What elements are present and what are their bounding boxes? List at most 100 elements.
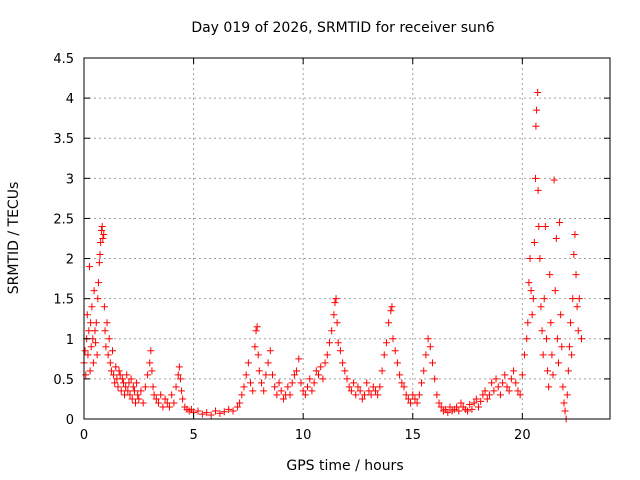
data-point [134, 391, 142, 399]
data-point [179, 395, 187, 403]
data-point [546, 271, 554, 279]
data-point [516, 391, 524, 399]
data-point [152, 395, 160, 403]
data-point [559, 383, 567, 391]
data-point [526, 255, 534, 263]
data-point [128, 395, 136, 403]
data-point [426, 343, 434, 351]
axis-ticks [83, 57, 610, 420]
data-point [249, 387, 257, 395]
data-point [523, 335, 531, 343]
data-point [106, 359, 114, 367]
data-point [107, 367, 115, 375]
data-point [310, 379, 318, 387]
data-point [536, 255, 544, 263]
data-point [89, 359, 97, 367]
data-point [315, 371, 323, 379]
data-point [110, 371, 118, 379]
data-point [97, 239, 105, 247]
data-point [297, 379, 305, 387]
data-point [264, 359, 272, 367]
data-point [94, 295, 102, 303]
data-point [363, 379, 371, 387]
data-point [122, 383, 130, 391]
data-point [89, 335, 97, 343]
data-point [494, 383, 502, 391]
data-point [144, 371, 152, 379]
data-point [524, 319, 532, 327]
y-tick-labels: 0 0.5 1 1.5 2 2.5 3 3.5 4 4.5 [53, 52, 74, 428]
data-point [518, 371, 526, 379]
data-point [290, 371, 298, 379]
data-point [490, 387, 498, 395]
data-point [531, 174, 539, 182]
data-point [112, 363, 120, 371]
data-point [295, 355, 303, 363]
data-point [571, 230, 579, 238]
data-point [203, 409, 211, 417]
data-point [499, 379, 507, 387]
data-point [552, 235, 560, 242]
data-point [503, 383, 511, 391]
data-point [178, 387, 186, 395]
plot-frame [83, 57, 611, 420]
data-point [155, 399, 163, 407]
data-point [286, 391, 294, 399]
data-point [570, 251, 578, 259]
data-point [304, 383, 312, 391]
data-point [92, 339, 100, 347]
data-point [146, 359, 154, 367]
data-point [557, 311, 565, 319]
data-point [564, 367, 572, 375]
data-point [147, 347, 155, 355]
data-point [393, 359, 401, 367]
data-point [470, 399, 478, 407]
data-point [100, 230, 108, 238]
data-point [488, 379, 496, 387]
data-point [575, 295, 583, 303]
data-point [538, 327, 546, 335]
data-point [266, 347, 274, 355]
data-point [251, 343, 259, 351]
data-point [479, 391, 487, 399]
data-point [437, 403, 445, 411]
data-point [350, 379, 358, 387]
data-point [404, 395, 412, 403]
data-point [534, 186, 542, 194]
data-point [238, 391, 246, 399]
data-point [85, 327, 93, 335]
data-point [170, 399, 178, 407]
data-point [512, 379, 520, 387]
data-point [116, 371, 124, 379]
data-point [306, 375, 314, 383]
data-point [382, 339, 390, 347]
data-point [354, 383, 362, 391]
data-point [446, 403, 454, 411]
data-point [111, 379, 119, 387]
data-point [130, 387, 138, 395]
data-point [161, 395, 169, 403]
data-point [174, 371, 182, 379]
data-point [149, 383, 157, 391]
data-point [578, 335, 586, 343]
data-point [212, 407, 219, 415]
data-point [82, 371, 90, 379]
data-point [415, 391, 423, 399]
data-point [336, 347, 344, 355]
data-point [133, 379, 141, 387]
data-point [132, 399, 140, 407]
data-point [569, 295, 577, 303]
data-point [466, 401, 474, 409]
y-tick-label: 3.5 [53, 132, 74, 147]
data-point [124, 387, 132, 395]
data-point [105, 335, 113, 343]
data-point [252, 327, 260, 335]
data-point [551, 287, 559, 295]
data-point [361, 391, 369, 399]
data-point [114, 383, 122, 391]
data-point [103, 319, 111, 327]
data-point [477, 397, 485, 405]
data-point [333, 319, 341, 327]
data-point [475, 403, 482, 411]
